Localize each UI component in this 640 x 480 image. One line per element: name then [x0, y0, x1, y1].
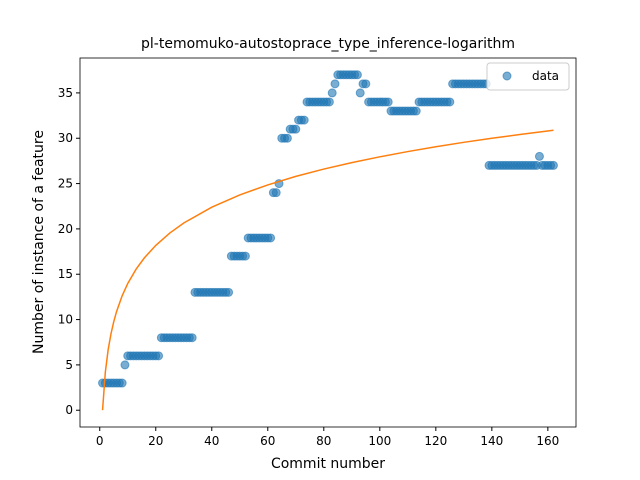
y-tick-label: 0: [65, 403, 73, 417]
x-tick-label: 60: [260, 434, 275, 448]
data-point: [299, 115, 309, 125]
axes-frame: [79, 57, 577, 428]
data-point: [291, 124, 301, 134]
y-tick-label: 10: [58, 313, 73, 327]
x-axis-label: Commit number: [271, 456, 385, 472]
x-tick-label: 100: [368, 434, 391, 448]
data-point: [330, 79, 340, 89]
x-tick-label: 120: [424, 434, 447, 448]
data-point: [383, 97, 393, 107]
data-point: [548, 160, 558, 170]
y-axis-label: Number of instance of a feature: [31, 130, 47, 354]
data-point: [352, 70, 362, 80]
data-point: [271, 188, 281, 198]
y-tick-label: 5: [65, 358, 73, 372]
legend-marker: [502, 71, 512, 81]
data-point: [154, 351, 164, 361]
data-point: [355, 88, 365, 98]
data-point: [282, 133, 292, 143]
legend-label: data: [532, 69, 559, 83]
x-tick-label: 20: [148, 434, 163, 448]
data-point: [117, 378, 127, 388]
y-tick-label: 30: [58, 131, 73, 145]
x-tick-label: 40: [204, 434, 219, 448]
data-point: [445, 97, 455, 107]
x-tick-label: 160: [536, 434, 559, 448]
data-point: [361, 79, 371, 89]
x-tick-label: 0: [96, 434, 104, 448]
x-tick-label: 140: [480, 434, 503, 448]
data-point: [120, 360, 130, 370]
data-point: [224, 287, 234, 297]
data-point: [240, 251, 250, 261]
x-tick-label: 80: [316, 434, 331, 448]
data-point: [327, 88, 337, 98]
data-point: [187, 333, 197, 343]
data-point: [324, 97, 334, 107]
legend-box: [486, 62, 570, 91]
fit-line: [101, 129, 554, 411]
data-point: [411, 106, 421, 116]
data-point: [266, 233, 276, 243]
chart-title: pl-temomuko-autostoprace_type_inference-…: [141, 36, 515, 52]
y-tick-label: 25: [58, 177, 73, 191]
data-point: [534, 151, 544, 161]
y-tick-label: 20: [58, 222, 73, 236]
y-tick-label: 35: [58, 86, 73, 100]
y-tick-label: 15: [58, 267, 73, 281]
